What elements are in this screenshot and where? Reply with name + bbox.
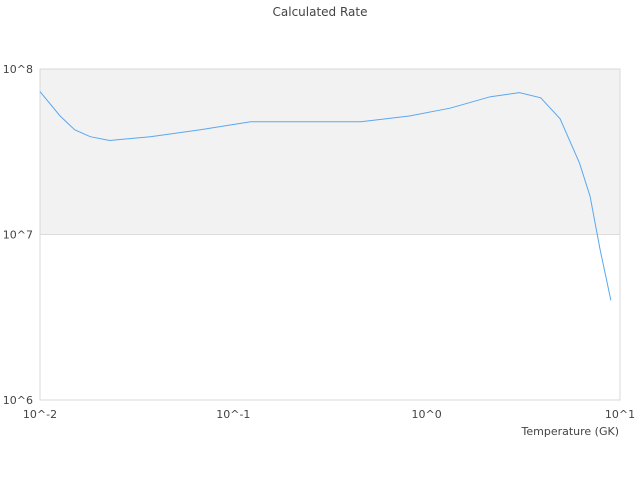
x-tick-label: 10^-1 bbox=[216, 408, 250, 421]
y-tick-label: 10^8 bbox=[3, 63, 33, 76]
x-tick-label: 10^-2 bbox=[23, 408, 57, 421]
plot-band bbox=[40, 69, 620, 235]
chart-title: Calculated Rate bbox=[273, 5, 368, 19]
x-tick-label: 10^0 bbox=[412, 408, 442, 421]
x-axis-label: Temperature (GK) bbox=[521, 425, 620, 438]
series-line bbox=[39, 91, 612, 301]
y-tick-label: 10^6 bbox=[3, 394, 33, 407]
plot-frame bbox=[39, 68, 621, 401]
x-tick-label: 10^1 bbox=[605, 408, 635, 421]
y-tick-label: 10^7 bbox=[3, 229, 33, 242]
